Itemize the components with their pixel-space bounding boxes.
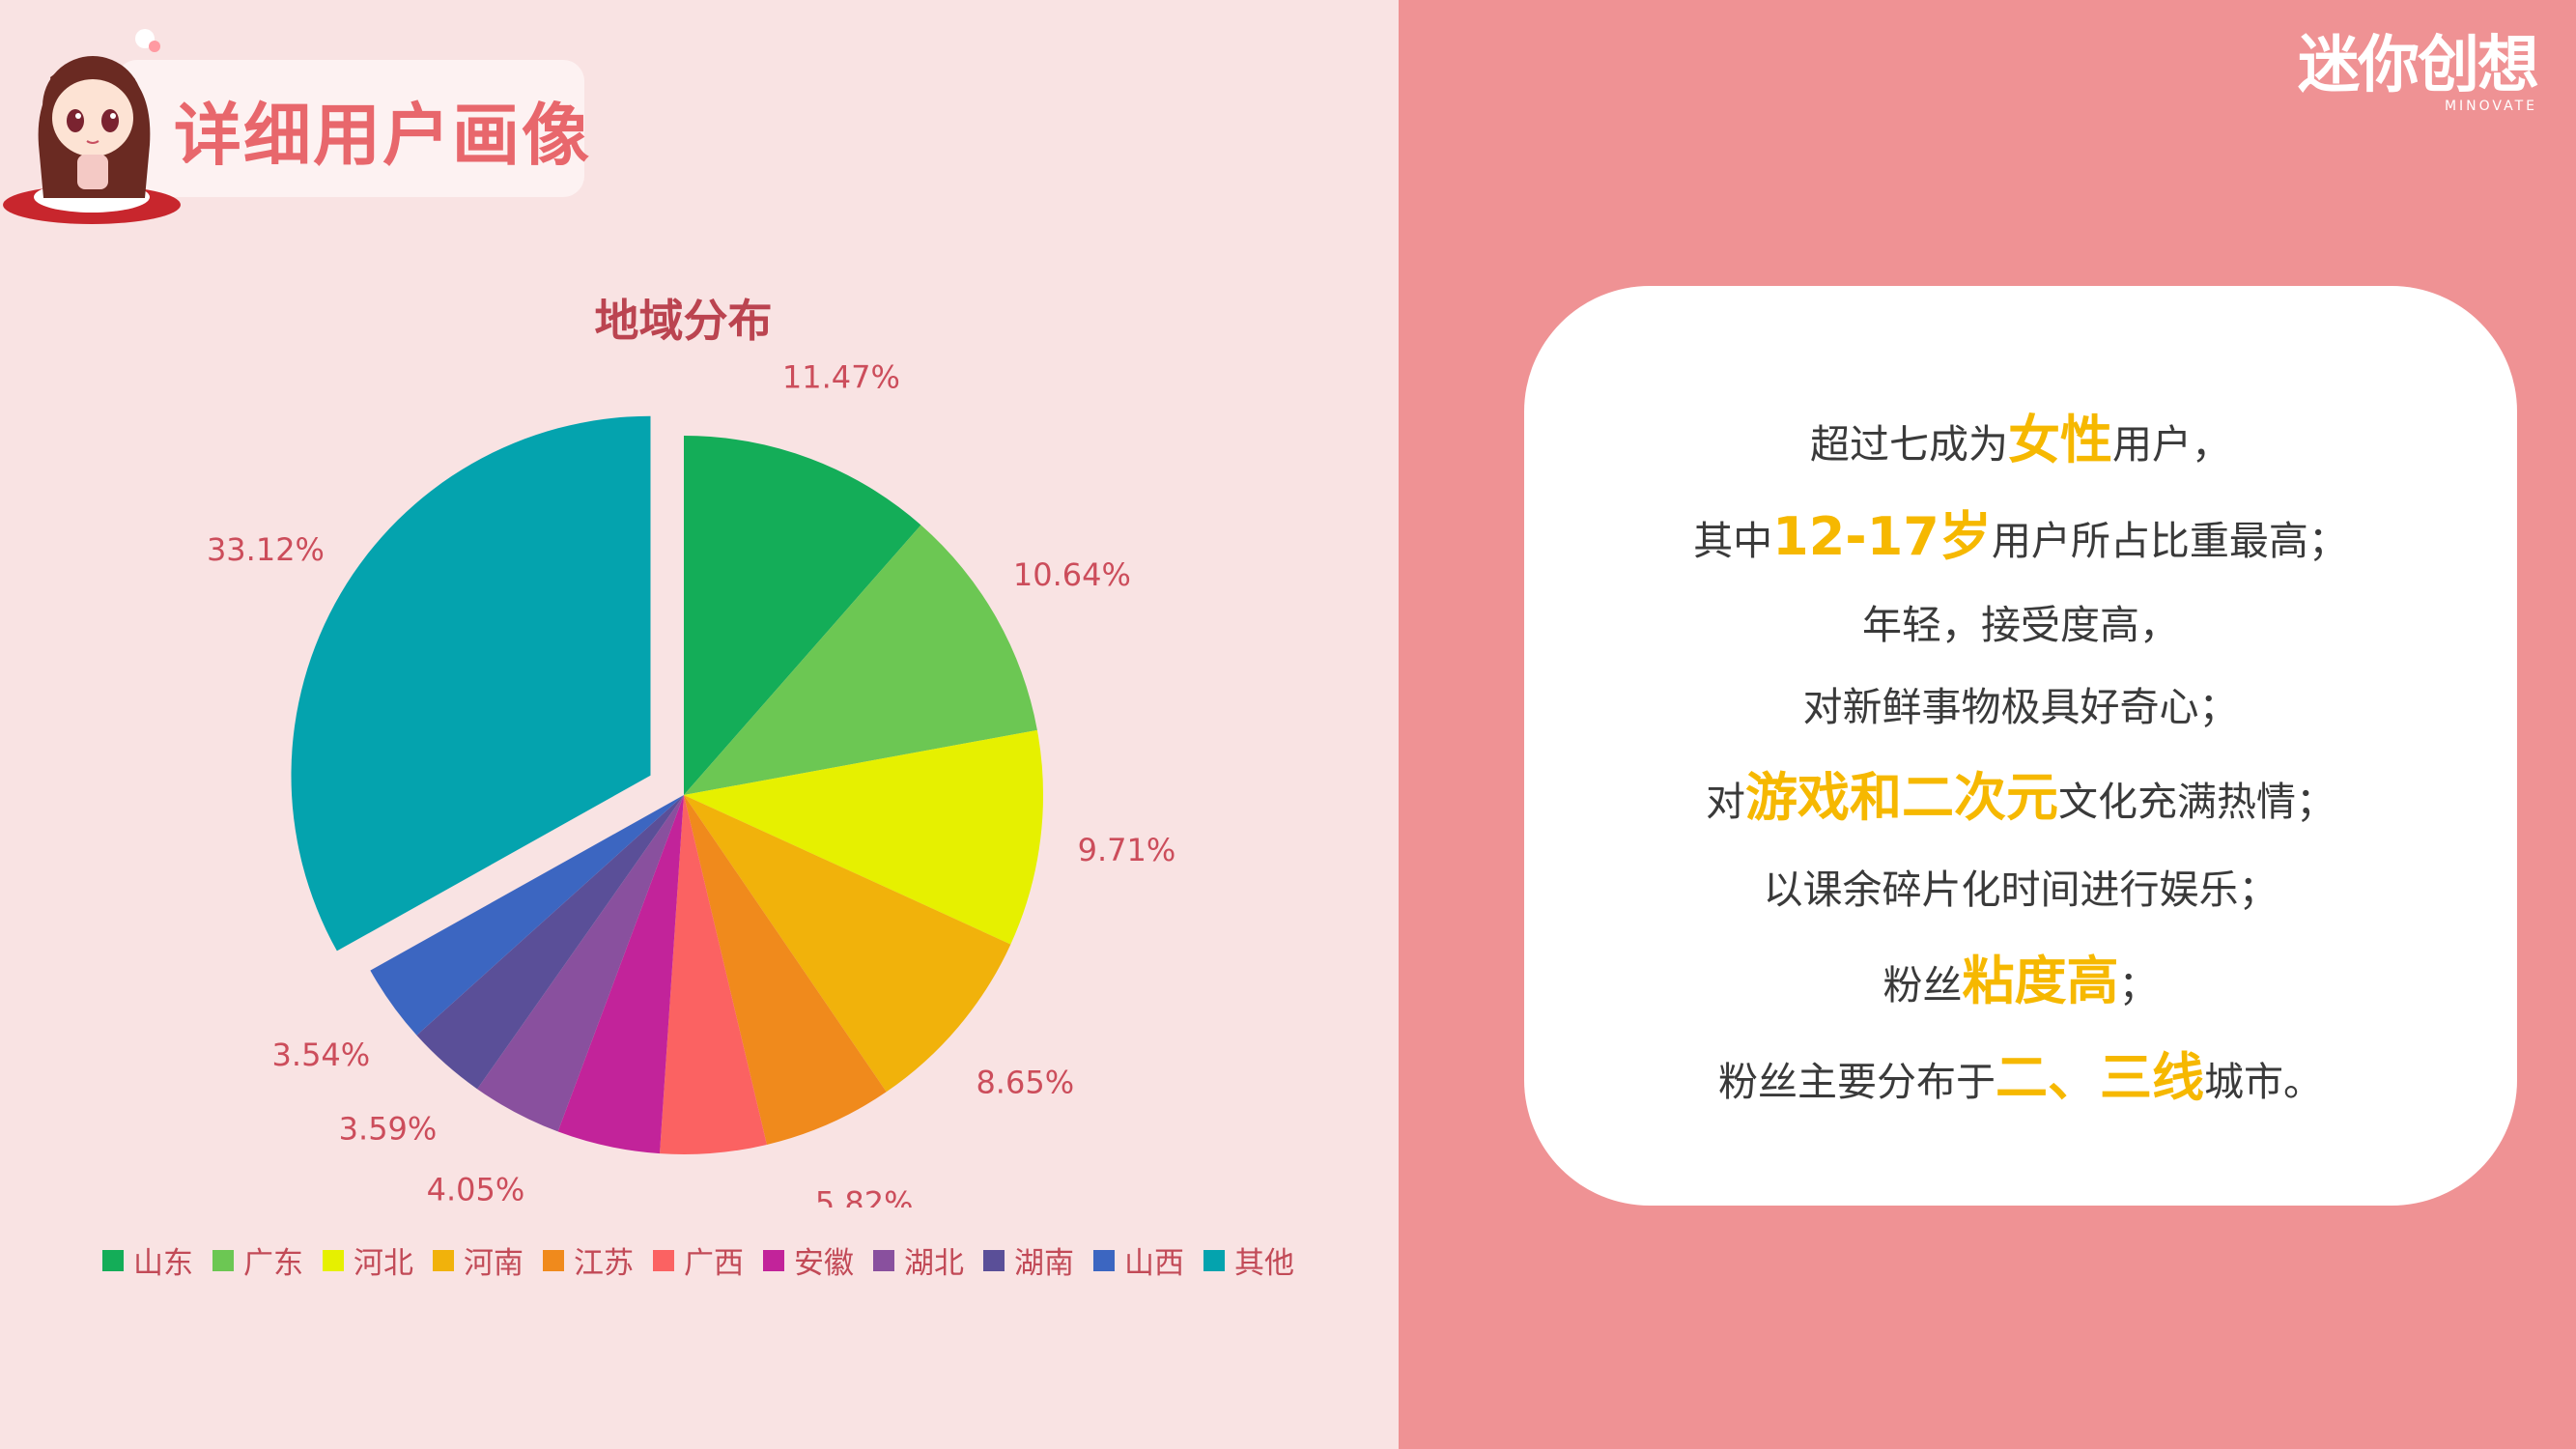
pie-labels: 11.47%10.64%9.71%8.65%5.82%4.78%4.63%4.0… <box>207 359 1175 1208</box>
highlight-text: 12-17岁 <box>1772 506 1992 567</box>
legend-item-江苏: 江苏 <box>543 1238 634 1282</box>
summary-text: 文化充满热情； <box>2058 779 2335 825</box>
summary-line: 以课余碎片化时间进行娱乐； <box>1524 846 2517 933</box>
summary-line: 对新鲜事物极具好奇心； <box>1524 665 2517 750</box>
legend-item-广东: 广东 <box>212 1238 303 1282</box>
legend-item-湖南: 湖南 <box>983 1238 1074 1282</box>
legend-swatch <box>1203 1249 1225 1271</box>
pie-slice-江苏 <box>684 795 887 1145</box>
logo-chinese: 迷你创想 <box>2298 30 2539 101</box>
pie-slice-山东 <box>684 436 921 795</box>
legend-label: 其他 <box>1234 1246 1294 1281</box>
legend-label: 湖南 <box>1014 1246 1074 1281</box>
legend-item-山西: 山西 <box>1093 1238 1184 1282</box>
legend-label: 安徽 <box>794 1246 854 1281</box>
summary-text: 用户所占比重最高； <box>1991 518 2348 564</box>
legend-item-广西: 广西 <box>653 1238 744 1282</box>
pie-slice-河南 <box>684 795 1011 1093</box>
pie-slice-广西 <box>660 795 767 1154</box>
summary-text: ； <box>2118 962 2159 1009</box>
legend-label: 广东 <box>243 1246 303 1281</box>
highlight-text: 女性 <box>2008 410 2112 470</box>
pie-slice-其他 <box>291 415 651 952</box>
summary-lines: 超过七成为女性用户， 其中12-17岁用户所占比重最高； 年轻，接受度高， 对新鲜事物… <box>1524 392 2517 1126</box>
legend-swatch <box>433 1249 454 1271</box>
legend-label: 河南 <box>464 1246 524 1281</box>
summary-line: 超过七成为女性用户， <box>1524 392 2517 489</box>
data-label-山西: 3.54% <box>272 1037 371 1073</box>
legend-swatch <box>983 1249 1005 1271</box>
pie-slice-广东 <box>684 525 1037 795</box>
page-title: 详细用户画像 <box>174 96 591 175</box>
legend-swatch <box>763 1249 784 1271</box>
data-label-江苏: 5.82% <box>815 1185 914 1208</box>
summary-line: 粉丝主要分布于二、三线城市。 <box>1524 1030 2517 1126</box>
legend-swatch <box>543 1249 564 1271</box>
summary-text: 用户， <box>2112 421 2231 468</box>
summary-text: 年轻，接受度高， <box>1862 602 2179 648</box>
data-label-河北: 9.71% <box>1078 832 1176 868</box>
summary-line: 对游戏和二次元文化充满热情； <box>1524 750 2517 846</box>
summary-line: 年轻，接受度高， <box>1524 585 2517 665</box>
summary-text: 对新鲜事物极具好奇心； <box>1802 684 2239 730</box>
legend-item-其他: 其他 <box>1203 1238 1294 1282</box>
highlight-text: 游戏和二次元 <box>1745 767 2058 828</box>
legend-label: 山东 <box>133 1246 193 1281</box>
legend-item-安徽: 安徽 <box>763 1238 854 1282</box>
pie-slice-山西 <box>370 795 684 1036</box>
legend-label: 山西 <box>1124 1246 1184 1281</box>
legend-item-山东: 山东 <box>102 1238 193 1282</box>
data-label-其他: 33.12% <box>207 531 325 568</box>
summary-text: 超过七成为 <box>1810 421 2008 468</box>
legend-item-河南: 河南 <box>433 1238 524 1282</box>
legend-label: 河北 <box>354 1246 413 1281</box>
pie-slice-湖北 <box>477 795 684 1132</box>
summary-text: 对 <box>1706 779 1745 825</box>
brand-logo: 迷你创想 MINOVATE <box>2298 30 2539 114</box>
summary-line: 其中12-17岁用户所占比重最高； <box>1524 489 2517 585</box>
legend-swatch <box>212 1249 234 1271</box>
legend-item-湖北: 湖北 <box>873 1238 964 1282</box>
pie-slice-河北 <box>684 729 1044 945</box>
chart-title: 地域分布 <box>594 295 773 347</box>
pie-slice-安徽 <box>557 795 684 1154</box>
title-tab <box>116 60 584 197</box>
logo-english: MINOVATE <box>2444 99 2537 114</box>
summary-text: 城市。 <box>2204 1059 2323 1105</box>
data-label-湖北: 4.05% <box>427 1172 525 1208</box>
highlight-text: 粘度高 <box>1962 951 2119 1011</box>
data-label-山东: 11.47% <box>782 359 900 396</box>
summary-text: 粉丝主要分布于 <box>1718 1059 1996 1105</box>
chart-legend: 山东 广东 河北 河南 江苏 广西 安徽 湖北 湖南 山西 其他 <box>102 1238 1314 1282</box>
pie-chart: 11.47%10.64%9.71%8.65%5.82%4.78%4.63%4.0… <box>207 359 1175 1208</box>
data-label-广东: 10.64% <box>1013 556 1131 593</box>
summary-text: 以课余碎片化时间进行娱乐； <box>1763 867 2279 913</box>
summary-card: 超过七成为女性用户， 其中12-17岁用户所占比重最高； 年轻，接受度高， 对新鲜事物… <box>1524 286 2517 1206</box>
legend-swatch <box>323 1249 344 1271</box>
pie-slice-湖南 <box>416 795 684 1090</box>
legend-item-河北: 河北 <box>323 1238 413 1282</box>
data-label-湖南: 3.59% <box>339 1111 438 1148</box>
legend-swatch <box>653 1249 674 1271</box>
legend-label: 广西 <box>684 1246 744 1281</box>
summary-text: 其中 <box>1693 518 1773 564</box>
legend-swatch <box>1093 1249 1115 1271</box>
mascot-illustration <box>3 29 181 224</box>
legend-label: 湖北 <box>904 1246 964 1281</box>
legend-swatch <box>873 1249 894 1271</box>
legend-label: 江苏 <box>574 1246 634 1281</box>
highlight-text: 二、三线 <box>1996 1047 2204 1108</box>
legend-swatch <box>102 1249 124 1271</box>
data-label-河南: 8.65% <box>976 1065 1074 1101</box>
pie-slices <box>291 415 1044 1154</box>
summary-text: 粉丝 <box>1882 962 1963 1009</box>
summary-line: 粉丝粘度高； <box>1524 933 2517 1030</box>
